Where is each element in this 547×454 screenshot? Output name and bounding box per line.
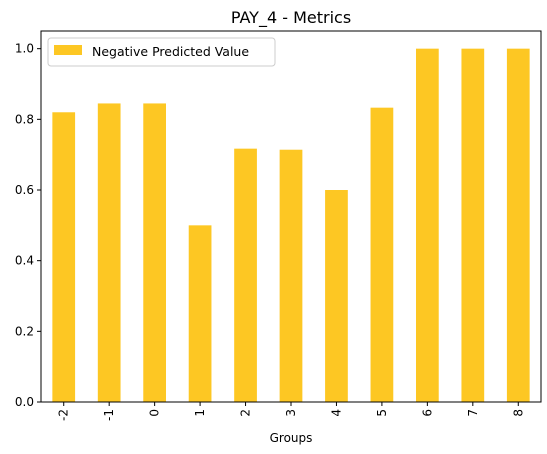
bar-2	[234, 148, 257, 402]
x-tick-label: 7	[466, 409, 480, 417]
y-tick-label: 0.4	[15, 254, 34, 268]
x-tick-label: 1	[193, 409, 207, 417]
bar-6	[416, 48, 439, 403]
x-tick-label: 4	[329, 409, 343, 417]
y-tick-label: 0.6	[15, 183, 34, 197]
y-tick-label: 1.0	[15, 42, 34, 56]
chart-title: PAY_4 - Metrics	[231, 8, 351, 28]
y-tick-label: 0.0	[15, 395, 34, 409]
x-tick-label: 8	[511, 409, 525, 417]
bar-0	[143, 103, 166, 402]
bar-4	[325, 190, 348, 402]
legend: Negative Predicted Value	[47, 37, 276, 67]
bar-8	[506, 48, 530, 403]
bar-5	[370, 107, 394, 402]
bar-1	[188, 225, 212, 402]
y-tick-label: 0.8	[15, 112, 34, 126]
bar-3	[279, 149, 303, 402]
x-tick-label: 3	[284, 409, 298, 417]
bar-7	[461, 48, 485, 403]
bar--1	[97, 103, 121, 402]
legend-swatch	[54, 45, 82, 55]
x-tick-label: 2	[239, 409, 253, 417]
x-tick-label: 0	[148, 409, 162, 417]
legend-box	[47, 37, 276, 67]
bar--2	[52, 112, 76, 403]
y-tick-label: 0.2	[15, 324, 34, 338]
x-tick-label: -2	[57, 409, 71, 421]
x-ticks: -2 -1 0 1 2 3 4 5 6 7 8	[57, 402, 525, 421]
x-tick-label: 6	[420, 409, 434, 417]
x-axis-label: Groups	[270, 431, 313, 445]
bars-layer	[52, 48, 530, 403]
x-tick-label: -1	[102, 409, 116, 421]
y-ticks: 0.0 0.2 0.4 0.6 0.8 1.0	[15, 42, 41, 409]
legend-label: Negative Predicted Value	[92, 44, 249, 59]
x-tick-label: 5	[375, 409, 389, 417]
plot-frame	[40, 30, 542, 403]
